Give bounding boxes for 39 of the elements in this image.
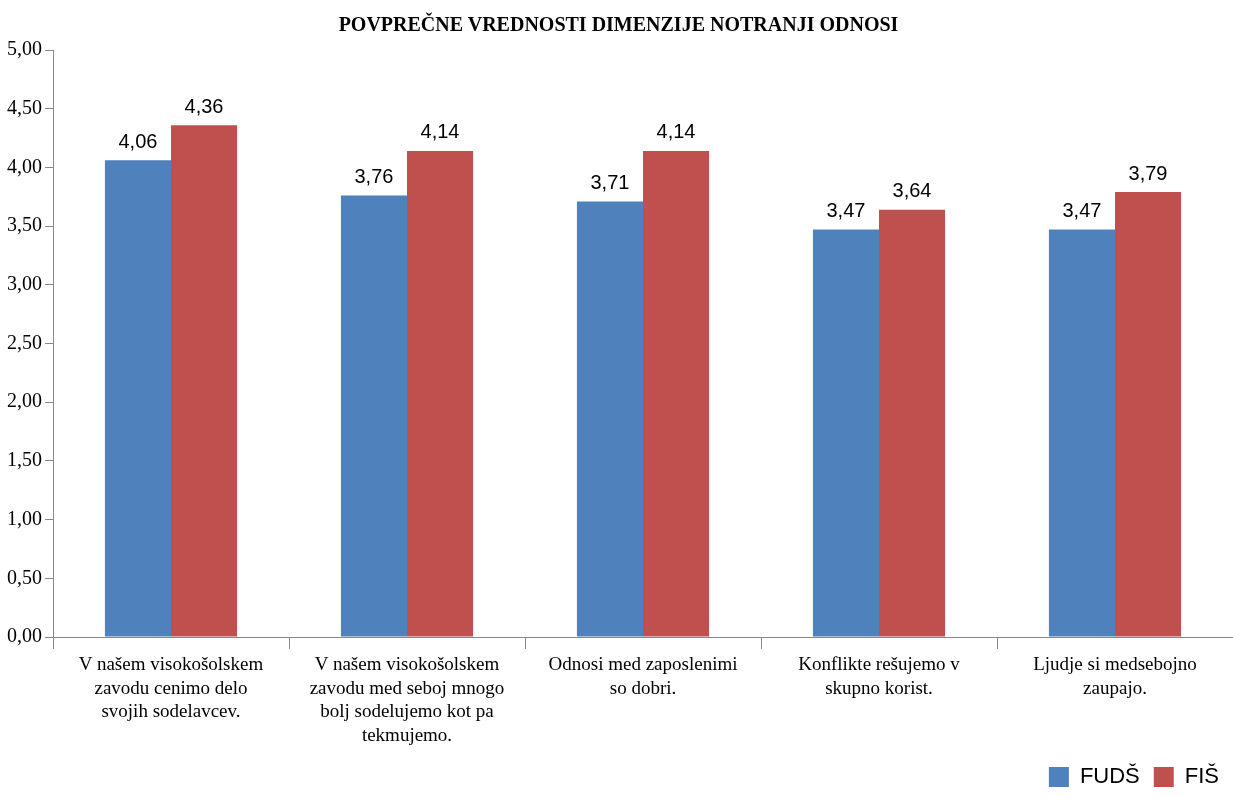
y-tick-label: 2,00 [7,389,42,412]
y-tick-label: 3,50 [7,213,42,236]
data-label: 4,14 [420,120,460,143]
y-tick-label: 0,50 [7,565,42,588]
data-label: 3,76 [354,165,394,188]
data-label: 4,06 [118,129,158,152]
x-tick-label: V našem visokošolskem zavodu med seboj mnogo bolj sodelujemo kot pa tekmujemo. [309,652,505,746]
x-tick-label: Odnosi med zaposlenimi so dobri. [548,652,738,698]
data-label: 3,79 [1128,161,1168,184]
y-tick-label: 1,00 [7,506,42,529]
bar [1115,192,1182,637]
data-label: 4,14 [656,120,696,143]
bar [879,209,946,637]
chart-title: POVPREČNE VREDNOSTI DIMENZIJE NOTRANJI ODNOSI [338,12,899,36]
y-tick-label: 3,00 [7,272,42,295]
legend-label: FIŠ [1184,763,1220,789]
bar [407,150,474,637]
x-tick-label: Ljudje si medsebojno zaupajo. [1033,652,1197,698]
y-tick-label: 1,50 [7,448,42,471]
data-label: 3,64 [892,179,932,202]
data-label: 3,71 [590,170,630,193]
bar [812,229,879,637]
bar [104,160,171,637]
bar [643,150,710,637]
y-tick-label: 2,50 [7,330,42,353]
bar [171,125,238,637]
y-tick-label: 4,00 [7,154,42,177]
y-tick-label: 5,00 [7,37,42,60]
data-label: 3,47 [826,199,866,222]
x-tick-label: Konflikte rešujemo v skupno korist. [798,652,961,698]
y-tick-label: 4,50 [7,95,42,118]
bar [1048,229,1115,637]
legend-label: FUDŠ [1079,763,1140,789]
data-label: 4,36 [184,94,224,117]
x-tick-label: V našem visokošolskem zavodu cenimo delo svojih sodelavcev. [78,652,264,722]
bar [340,195,407,637]
data-label: 3,47 [1062,199,1102,222]
bar [576,201,643,637]
y-tick-label: 0,00 [7,624,42,647]
